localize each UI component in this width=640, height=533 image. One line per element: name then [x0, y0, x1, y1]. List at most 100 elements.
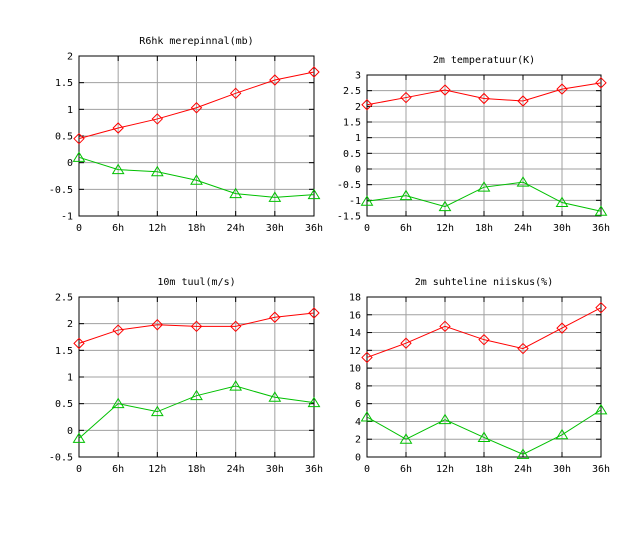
x-tick-label: 12h [436, 223, 454, 234]
series-2-point [150, 405, 164, 417]
series-1-point [439, 84, 451, 96]
y-tick-label: 1.5 [343, 118, 361, 129]
x-tick-label: 30h [553, 464, 571, 475]
y-tick-label: -0.5 [49, 453, 73, 464]
x-tick-label: 0 [76, 464, 82, 475]
x-tick-label: 24h [227, 464, 245, 475]
series-1-point [269, 74, 281, 86]
series-2-point [72, 432, 86, 443]
x-tick-label: 36h [592, 464, 610, 475]
y-tick-label: 2 [67, 319, 73, 330]
series-1-point [151, 113, 164, 125]
y-tick-label: 2 [67, 52, 73, 63]
y-tick-label: 8 [355, 381, 361, 392]
x-tick-label: 30h [553, 223, 571, 234]
x-tick-label: 24h [227, 223, 245, 234]
series-2-point [360, 195, 374, 206]
series-2-line [78, 156, 315, 198]
series-2-point [555, 196, 569, 208]
y-tick-label: 16 [349, 310, 361, 321]
series-1-point [308, 307, 320, 319]
y-tick-label: -0.5 [49, 185, 73, 196]
series-1-point [361, 351, 373, 364]
x-tick-label: 18h [475, 223, 493, 234]
x-tick-label: 30h [266, 223, 284, 234]
x-tick-label: 18h [187, 223, 205, 234]
y-tick-label: 0.5 [343, 149, 361, 160]
x-tick-label: 12h [148, 464, 166, 475]
series-2-point [229, 187, 243, 199]
x-tick-label: 36h [305, 223, 323, 234]
series-1-point [190, 320, 203, 333]
series-2-point [150, 165, 164, 177]
series-1-point [400, 337, 412, 349]
y-tick-label: 2 [355, 435, 361, 446]
plot-frame [366, 296, 602, 458]
series-2-point [516, 448, 530, 459]
series-2-point [438, 200, 452, 212]
chart-panel-1: R6hk merepinnal(mb) -1 -0.5 0 0.5 1 1.5 2 0 6h 12h… [49, 36, 323, 234]
series-1-point [400, 91, 412, 104]
y-tick-label: 1 [67, 105, 73, 116]
series-2-line [78, 385, 315, 439]
x-tick-label: 24h [514, 223, 532, 234]
series-2-point [268, 391, 282, 402]
y-tick-label: 1 [355, 133, 361, 144]
y-tick-label: 12 [349, 346, 361, 357]
series-2-point [438, 413, 452, 425]
y-tick-label: 0 [67, 426, 73, 437]
plot-frame [366, 74, 602, 217]
y-tick-label: 18 [349, 293, 361, 304]
y-tick-label: 2.5 [55, 293, 73, 304]
series-2-point [268, 191, 282, 202]
series-1-point [595, 301, 607, 314]
x-tick-label: 6h [112, 223, 124, 234]
y-tick-label: 6 [355, 399, 361, 410]
series-1-point [595, 77, 607, 89]
series-1-point [229, 87, 242, 100]
series-2-point [190, 389, 203, 401]
series-1-point [151, 319, 164, 331]
plot-frame [78, 55, 315, 217]
x-tick-label: 6h [400, 464, 412, 475]
series-2-point [360, 411, 374, 422]
series-1-point [229, 320, 242, 333]
y-tick-label: -1 [61, 212, 73, 223]
series-1-line [366, 307, 602, 358]
series-1-point [556, 322, 568, 334]
series-1-line [78, 312, 315, 344]
series-1-point [112, 122, 124, 134]
y-tick-label: 0 [67, 158, 73, 169]
y-tick-label: 10 [349, 364, 361, 375]
series-2-point [594, 403, 608, 415]
y-tick-label: -1.5 [337, 212, 361, 223]
series-2-point [229, 380, 243, 391]
chart-panel-3: 10m tuul(m/s)-0.500.511.522.50 6h 12h 18h 24… [49, 277, 323, 475]
x-tick-label: 36h [592, 223, 610, 234]
series-1-point [556, 83, 568, 95]
series-1-point [269, 311, 281, 323]
series-1-point [478, 92, 490, 105]
series-2-line [366, 181, 602, 212]
series-1-line [78, 71, 315, 140]
series-2-point [111, 163, 125, 175]
y-tick-label: 1 [67, 373, 73, 384]
y-tick-label: 0.5 [55, 132, 73, 143]
series-2-point [399, 189, 413, 201]
y-tick-label: 14 [349, 328, 361, 339]
series-1-point [73, 132, 85, 145]
series-2-point [307, 188, 321, 200]
series-1-point [439, 320, 451, 333]
chart-title: 10m tuul(m/s) [157, 277, 235, 288]
series-2-line [366, 409, 602, 455]
x-tick-label: 18h [475, 464, 493, 475]
x-tick-label: 36h [305, 464, 323, 475]
x-tick-label: 24h [514, 464, 532, 475]
series-2-point [555, 428, 569, 440]
y-tick-label: 1.5 [55, 346, 73, 357]
series-1-point [308, 66, 320, 78]
chart-title: 2m suhteline niiskus(%) [415, 277, 553, 288]
x-tick-label: 0 [364, 464, 370, 475]
series-1-point [361, 99, 373, 111]
